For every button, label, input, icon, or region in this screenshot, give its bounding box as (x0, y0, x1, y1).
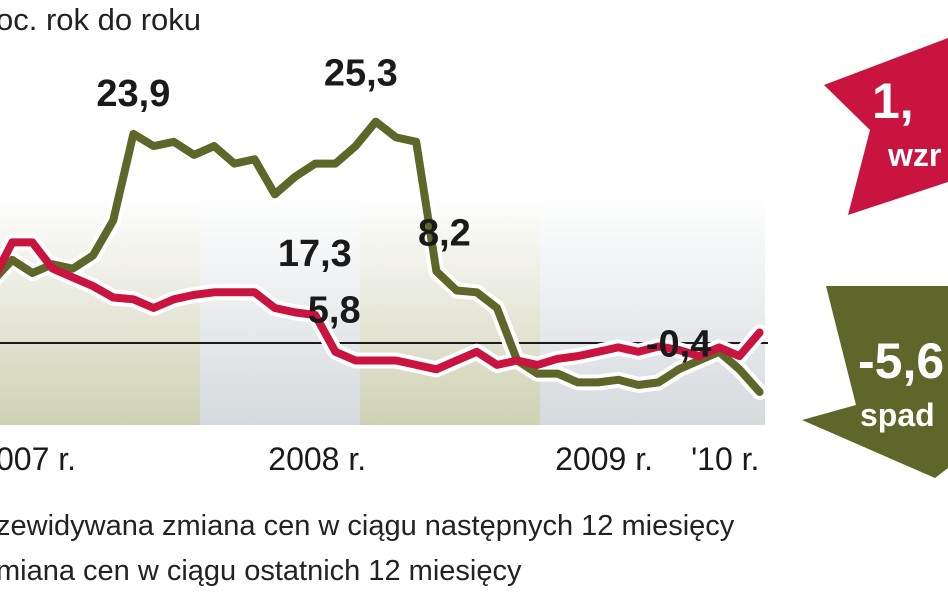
data-label-2: 25,3 (324, 53, 398, 95)
data-label-1: 23,9 (96, 73, 170, 115)
data-label-3: 8,2 (418, 212, 471, 254)
callout-up-word: wzr (887, 137, 941, 173)
series-lines (0, 113, 768, 400)
x-tick-labels: 007 r. 2008 r. 2009 r. '10 r. (0, 441, 759, 477)
background-band-3 (360, 195, 540, 425)
callout-up-value: 1, (872, 73, 914, 129)
x-tick-label-1: 007 r. (0, 441, 76, 477)
data-label-4: 17,3 (278, 233, 352, 275)
callout-arrows: 1, wzr -5,6 spad (802, 38, 948, 478)
x-tick-label-4: '10 r. (691, 441, 759, 477)
legend-item-forecast: zewidywana zmiana cen w ciągu następnych… (0, 510, 735, 542)
series-line-1 (0, 117, 764, 396)
legend-item-actual: miana cen w ciągu ostatnich 12 miesięcy (0, 555, 522, 587)
data-label-5: 5,8 (308, 289, 361, 331)
x-tick-label-3: 2009 r. (555, 441, 653, 477)
callout-down-value: -5,6 (858, 333, 944, 389)
callout-down-arrow (802, 286, 948, 478)
series-line-2 (0, 238, 764, 374)
x-tick-label-2: 2008 r. (268, 441, 366, 477)
data-label-6: -0,4 (646, 324, 711, 366)
callout-down-word: spad (860, 397, 935, 433)
legend: zewidywana zmiana cen w ciągu następnych… (0, 510, 735, 587)
callout-up-arrow (824, 38, 948, 215)
chart-subtitle: oc. rok do roku (0, 2, 201, 37)
data-labels: 23,9 25,3 8,2 17,3 5,8 -0,4 (96, 53, 711, 366)
